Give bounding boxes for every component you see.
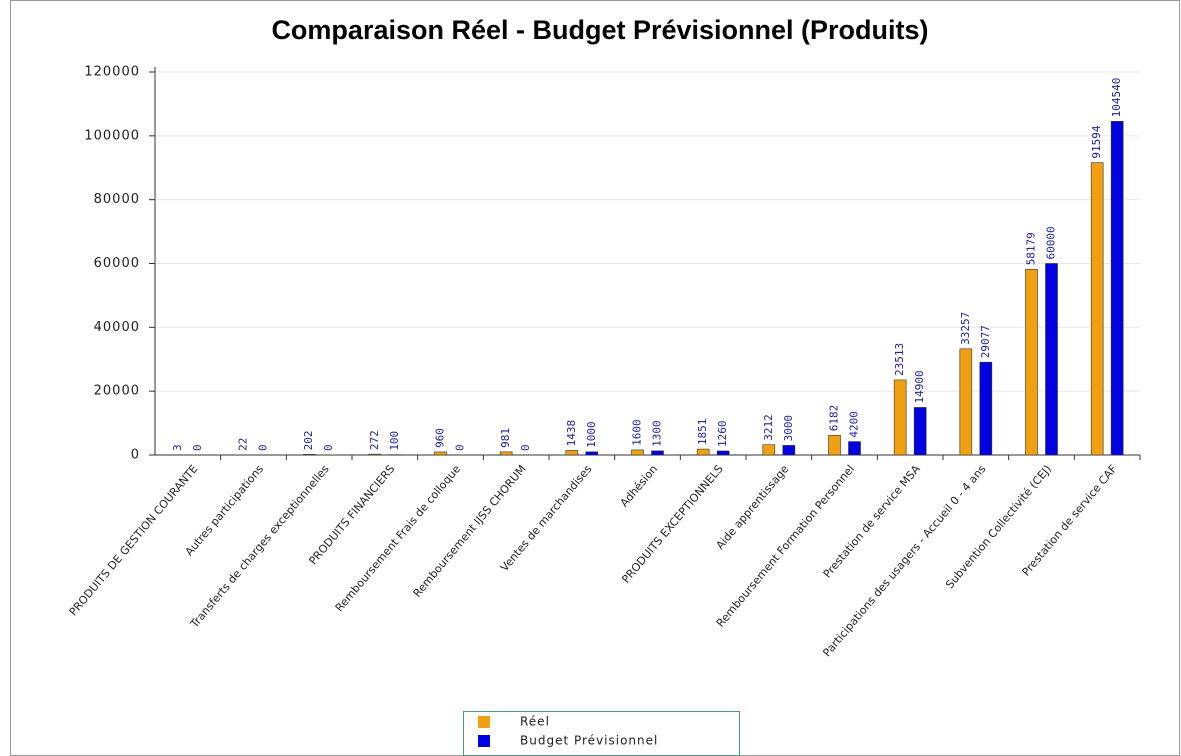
y-tick-label: 100000 [84,128,140,143]
y-tick-label: 80000 [94,192,140,207]
value-label: 0 [519,444,532,451]
value-label: 202 [302,430,315,450]
bar [434,451,447,456]
bar [1045,263,1058,456]
value-label: 60000 [1045,226,1058,259]
value-label: 3212 [762,414,775,441]
value-label: 58179 [1025,232,1038,265]
bar [651,450,664,456]
value-label: 22 [237,438,250,451]
legend-label: Budget Prévisionnel [520,734,658,748]
value-label: 4200 [848,411,861,438]
y-tick-label: 40000 [94,320,140,335]
bar [499,451,513,456]
y-tick-label: 120000 [84,65,140,80]
bar [696,448,710,456]
value-label: 1851 [696,419,709,446]
legend: Réel Budget Prévisionnel [463,711,740,756]
value-label: 0 [191,444,204,451]
value-label: 0 [257,444,270,451]
bar [913,407,927,456]
value-label: 3 [171,444,184,451]
value-label: 0 [454,444,467,451]
bar [1025,269,1038,456]
bar [1110,121,1124,456]
legend-label: Réel [520,715,550,729]
bar [828,434,841,456]
value-label: 104540 [1110,78,1123,118]
value-label: 14900 [913,370,926,403]
value-label: 6182 [828,405,841,432]
value-label: 1000 [585,421,598,448]
bar [716,450,730,456]
frame [10,0,1180,756]
bar [585,451,599,456]
bar [979,361,993,456]
legend-swatch [478,716,490,728]
value-label: 0 [322,444,335,451]
value-label: 1260 [716,420,729,447]
value-label: 23513 [893,343,906,376]
bar [848,441,861,456]
bar [631,449,644,456]
value-label: 981 [499,428,512,448]
value-label: 29077 [979,325,992,358]
bar [565,450,579,456]
bar [893,379,907,456]
value-label: 272 [368,430,381,450]
bar [368,453,382,456]
y-tick-label: 20000 [94,384,140,399]
value-label: 1438 [565,420,578,447]
y-tick-label: 60000 [94,256,140,271]
chart-title: Comparaison Réel - Budget Prévisionnel (… [271,15,928,45]
value-label: 1600 [631,419,644,446]
y-tick-label: 0 [131,448,140,463]
value-label: 100 [388,431,401,451]
value-label: 3000 [782,415,795,442]
bar [782,445,796,456]
bar [762,444,776,456]
value-label: 1300 [651,420,664,447]
value-label: 960 [434,428,447,448]
value-label: 91594 [1090,125,1103,158]
bar [1090,162,1104,456]
bar [959,348,973,456]
legend-swatch [478,735,490,747]
value-label: 33257 [959,312,972,345]
bar [302,454,316,456]
legend-box [463,711,740,756]
